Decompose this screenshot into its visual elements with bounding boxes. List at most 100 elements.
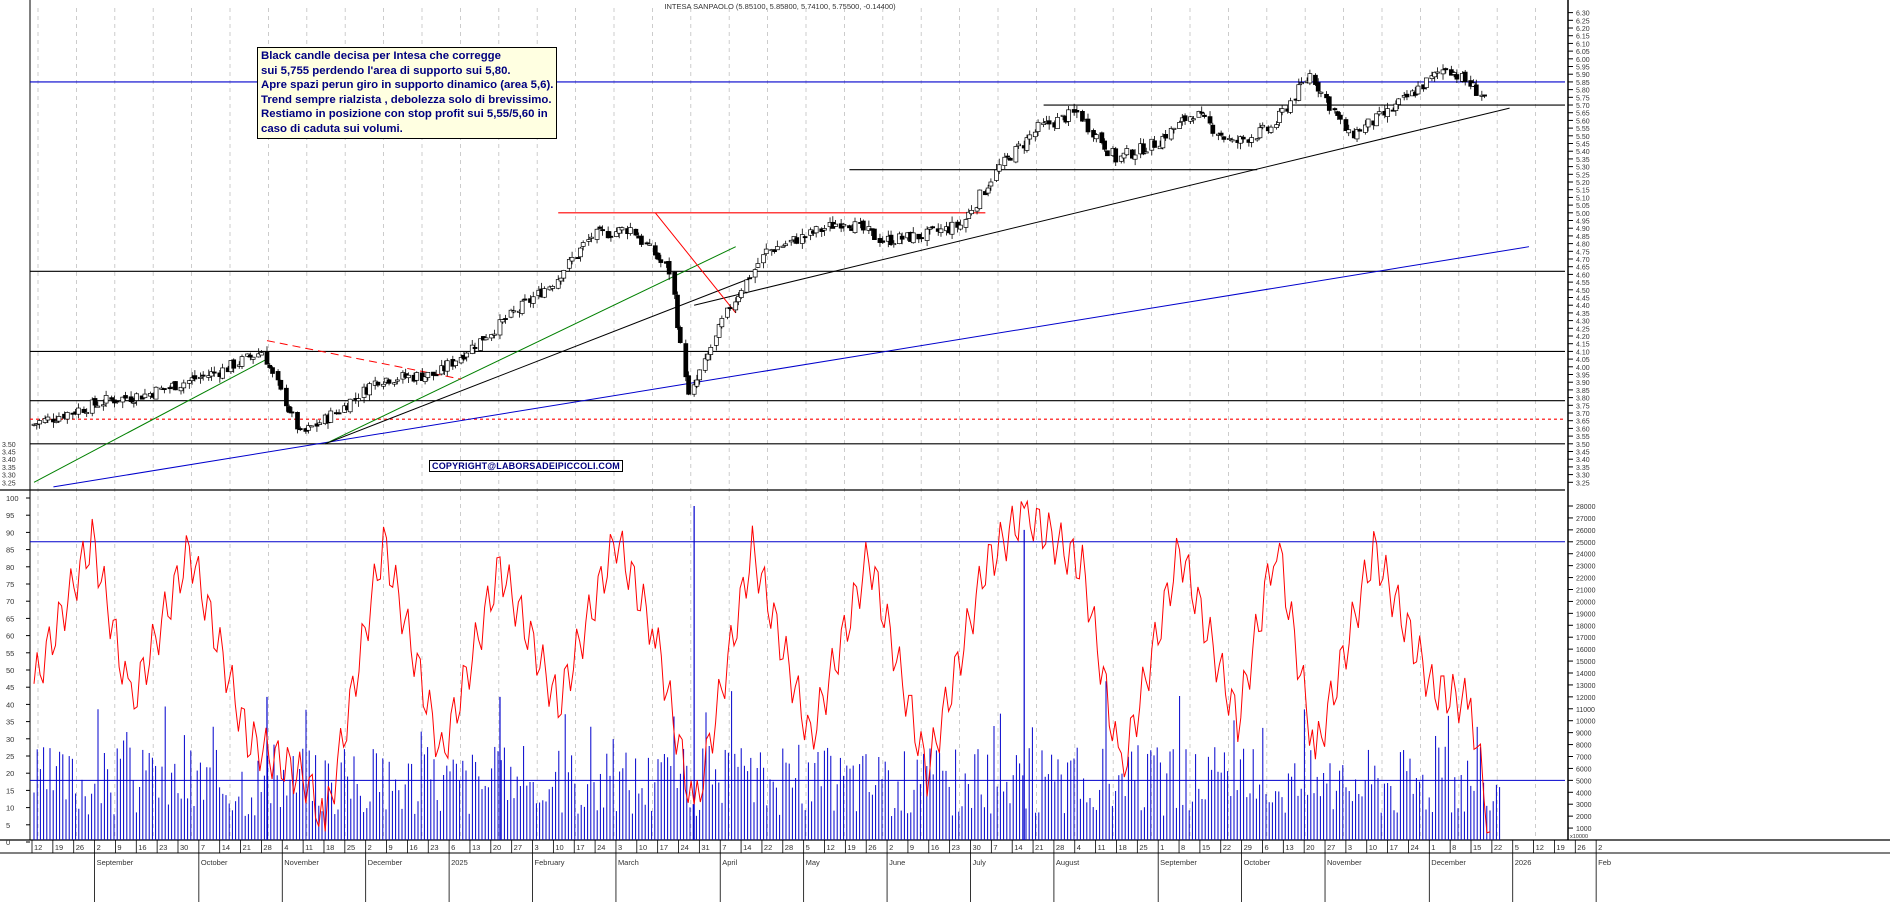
svg-text:4000: 4000 — [1576, 790, 1592, 797]
svg-text:28: 28 — [1056, 843, 1064, 852]
svg-text:December: December — [368, 858, 403, 867]
svg-text:3.50: 3.50 — [2, 442, 16, 449]
svg-text:27: 27 — [514, 843, 522, 852]
svg-text:4.60: 4.60 — [1576, 272, 1590, 279]
svg-text:3.95: 3.95 — [1576, 373, 1590, 380]
svg-text:24: 24 — [597, 843, 605, 852]
oscillator-axis: 1009590858075706560555045403530252015105… — [6, 494, 30, 847]
svg-text:March: March — [618, 858, 639, 867]
svg-text:14: 14 — [743, 843, 751, 852]
svg-text:2: 2 — [97, 843, 101, 852]
svg-text:15: 15 — [1202, 843, 1210, 852]
svg-text:65: 65 — [6, 614, 14, 623]
svg-text:30: 30 — [180, 843, 188, 852]
svg-text:3.30: 3.30 — [2, 473, 16, 480]
svg-text:19: 19 — [847, 843, 855, 852]
svg-text:26: 26 — [76, 843, 84, 852]
svg-text:5: 5 — [1515, 843, 1519, 852]
svg-text:22: 22 — [764, 843, 772, 852]
svg-text:30: 30 — [972, 843, 980, 852]
svg-text:Feb: Feb — [1598, 858, 1611, 867]
svg-text:2025: 2025 — [451, 858, 468, 867]
chart-title: INTESA SANPAOLO (5.85100, 5.85800, 5.741… — [664, 2, 896, 11]
svg-text:4.15: 4.15 — [1576, 342, 1590, 349]
svg-text:17: 17 — [660, 843, 668, 852]
svg-text:20000: 20000 — [1576, 599, 1596, 606]
svg-text:5.45: 5.45 — [1576, 142, 1590, 149]
svg-text:August: August — [1056, 858, 1080, 867]
svg-text:0: 0 — [6, 838, 10, 847]
svg-text:December: December — [1431, 858, 1466, 867]
svg-text:1: 1 — [1431, 843, 1435, 852]
svg-text:20: 20 — [1306, 843, 1314, 852]
svg-text:18: 18 — [326, 843, 334, 852]
svg-text:4.80: 4.80 — [1576, 242, 1590, 249]
svg-text:17000: 17000 — [1576, 635, 1596, 642]
svg-text:5: 5 — [806, 843, 810, 852]
svg-text:24000: 24000 — [1576, 552, 1596, 559]
svg-text:4.10: 4.10 — [1576, 349, 1590, 356]
svg-text:13: 13 — [1285, 843, 1293, 852]
svg-text:5.90: 5.90 — [1576, 72, 1590, 79]
svg-text:5.30: 5.30 — [1576, 165, 1590, 172]
svg-text:85: 85 — [6, 546, 14, 555]
svg-text:4.25: 4.25 — [1576, 326, 1590, 333]
svg-text:5.85: 5.85 — [1576, 80, 1590, 87]
note-line: Black candle decisa per Intesa che corre… — [261, 50, 501, 62]
svg-text:30: 30 — [6, 735, 14, 744]
svg-text:6.25: 6.25 — [1576, 18, 1590, 25]
svg-text:9: 9 — [910, 843, 914, 852]
note-line: caso di caduta sui volumi. — [261, 122, 403, 135]
svg-text:1: 1 — [1160, 843, 1164, 852]
svg-text:6: 6 — [451, 843, 455, 852]
svg-text:6: 6 — [1264, 843, 1268, 852]
svg-text:9: 9 — [117, 843, 121, 852]
svg-text:21: 21 — [1035, 843, 1043, 852]
svg-text:3.60: 3.60 — [1576, 426, 1590, 433]
svg-text:10: 10 — [1369, 843, 1377, 852]
svg-text:10: 10 — [6, 804, 14, 813]
svg-text:28: 28 — [263, 843, 271, 852]
svg-text:x10000: x10000 — [1570, 834, 1588, 840]
svg-text:February: February — [535, 858, 565, 867]
svg-text:10: 10 — [639, 843, 647, 852]
svg-text:17: 17 — [576, 843, 584, 852]
trendlines — [33, 107, 1530, 488]
svg-text:11000: 11000 — [1576, 707, 1595, 714]
svg-text:5.25: 5.25 — [1576, 172, 1590, 179]
svg-text:4.50: 4.50 — [1576, 288, 1590, 295]
svg-text:5.35: 5.35 — [1576, 157, 1590, 164]
svg-text:75: 75 — [6, 580, 14, 589]
svg-text:3: 3 — [618, 843, 622, 852]
svg-text:16: 16 — [409, 843, 417, 852]
svg-text:5.15: 5.15 — [1576, 188, 1590, 195]
svg-text:90: 90 — [6, 528, 14, 537]
svg-text:20: 20 — [493, 843, 501, 852]
svg-text:November: November — [1327, 858, 1362, 867]
svg-text:8: 8 — [1452, 843, 1456, 852]
svg-text:14: 14 — [1014, 843, 1022, 852]
svg-text:6.10: 6.10 — [1576, 41, 1590, 48]
svg-text:15000: 15000 — [1576, 659, 1596, 666]
svg-text:8: 8 — [1181, 843, 1185, 852]
svg-text:3.65: 3.65 — [1576, 419, 1590, 426]
svg-text:5000: 5000 — [1576, 778, 1592, 785]
svg-text:19000: 19000 — [1576, 611, 1596, 618]
svg-text:3.90: 3.90 — [1576, 380, 1590, 387]
svg-text:12: 12 — [1536, 843, 1544, 852]
note-line: Restiamo in posizione con stop profit su… — [261, 108, 548, 121]
volume-axis: 28000 27000 26000 25000 24000 23000 22000 21000… — [1568, 504, 1596, 840]
svg-text:26: 26 — [868, 843, 876, 852]
svg-text:5.20: 5.20 — [1576, 180, 1590, 187]
candlesticks — [31, 64, 1487, 434]
svg-text:4.65: 4.65 — [1576, 265, 1590, 272]
svg-text:13000: 13000 — [1576, 683, 1596, 690]
note-line: Apre spazi perun giro in supporto dinami… — [261, 79, 554, 92]
svg-text:June: June — [889, 858, 905, 867]
svg-text:November: November — [284, 858, 319, 867]
svg-text:4.20: 4.20 — [1576, 334, 1590, 341]
svg-text:22: 22 — [1223, 843, 1231, 852]
svg-text:April: April — [722, 858, 737, 867]
svg-text:22: 22 — [1494, 843, 1502, 852]
svg-text:50: 50 — [6, 666, 14, 675]
